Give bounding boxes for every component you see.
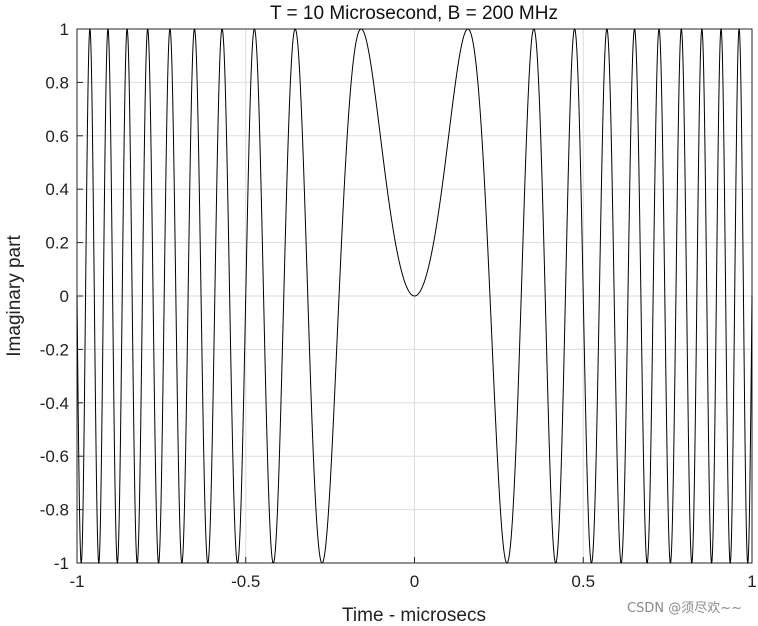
x-tick-label: -0.5 [231, 572, 260, 591]
y-tick-label: 1 [60, 20, 69, 39]
x-tick-label: 0.5 [571, 572, 595, 591]
watermark: CSDN @须尽欢~~ [627, 601, 742, 616]
y-tick-label: 0.4 [45, 180, 69, 199]
y-tick-label: -0.8 [40, 501, 69, 520]
y-tick-label: -0.6 [40, 447, 69, 466]
series-line [76, 28, 753, 564]
x-tick-labels: -1 -0.5 0 0.5 1 [69, 557, 757, 591]
y-tick-label: 0.2 [45, 234, 69, 253]
y-axis-label: Imaginary part [4, 235, 25, 357]
y-tick-label: -0.4 [40, 394, 69, 413]
y-tick-labels: -1 -0.8 -0.6 -0.4 -0.2 0 0.2 0.4 0.6 0.8 1 [40, 20, 83, 573]
chart-title: T = 10 Microsecond, B = 200 MHz [270, 3, 558, 24]
x-tick-label: -1 [69, 572, 84, 591]
x-tick-label: 1 [747, 572, 756, 591]
y-tick-label: -1 [54, 554, 69, 573]
y-tick-label: 0 [60, 287, 69, 306]
x-tick-label: 0 [410, 572, 419, 591]
y-tick-label: 0.8 [45, 73, 69, 92]
x-axis-label: Time - microsecs [342, 605, 486, 626]
y-tick-label: 0.6 [45, 127, 69, 146]
y-tick-label: -0.2 [40, 340, 69, 359]
